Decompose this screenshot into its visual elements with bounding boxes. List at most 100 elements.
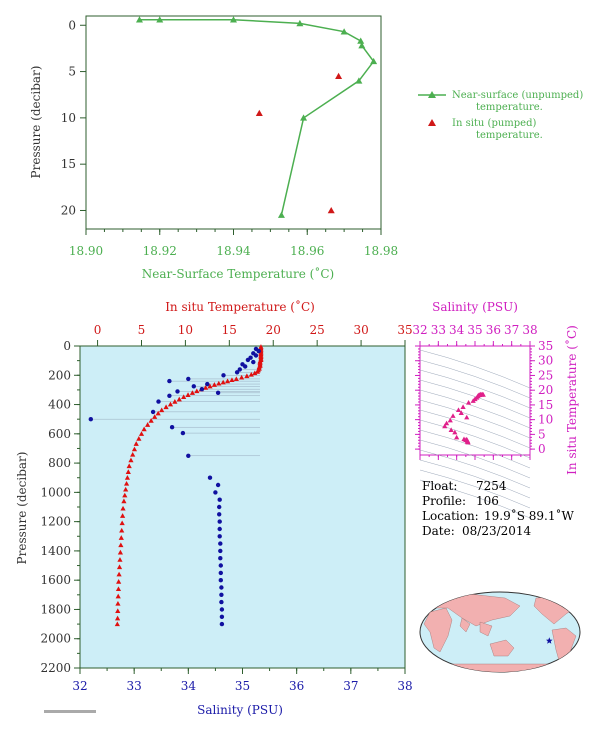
temperature-point bbox=[117, 557, 123, 562]
temperature-point bbox=[229, 377, 235, 383]
near-surface-point bbox=[156, 16, 164, 23]
temperature-point bbox=[121, 498, 127, 504]
temperature-point bbox=[167, 401, 174, 407]
temperature-point bbox=[181, 394, 187, 400]
ts-point bbox=[450, 413, 456, 418]
salinity-point bbox=[256, 348, 261, 354]
main-temp-tick-label: 20 bbox=[266, 323, 281, 337]
temperature-point bbox=[224, 378, 231, 384]
temperature-point bbox=[120, 513, 126, 518]
salinity-point bbox=[186, 376, 191, 382]
temperature-point bbox=[117, 549, 124, 555]
ts-y-tick-label: 30 bbox=[538, 354, 553, 368]
ts-y-tick-label: 35 bbox=[538, 339, 553, 353]
near-surface-point bbox=[358, 42, 366, 49]
temperature-point bbox=[203, 385, 209, 390]
ts-point bbox=[447, 417, 453, 423]
salinity-point bbox=[205, 381, 210, 387]
main-temperature-label: In situ Temperature (˚C) bbox=[165, 299, 315, 314]
legend-text-near-surface-1: Near-surface (unpumped) bbox=[452, 90, 583, 101]
salinity-point bbox=[219, 607, 225, 612]
salinity-point bbox=[243, 364, 248, 369]
main-sal-tick-label: 37 bbox=[343, 679, 358, 693]
legend-marker-in-situ bbox=[428, 119, 436, 126]
top-chart: 18.90 18.92 18.94 18.96 18.98 0 5 10 15 20 Near-… bbox=[29, 15, 583, 281]
map-land-australia bbox=[489, 639, 515, 657]
main-sal-tick-label: 33 bbox=[127, 679, 142, 693]
float-info: Float: 7254 Profile: 106 Location: 19.9˚… bbox=[422, 479, 574, 538]
salinity-point bbox=[219, 614, 225, 619]
main-y-tick-label: 600 bbox=[48, 427, 71, 441]
ts-density-line bbox=[419, 449, 531, 489]
ts-point bbox=[460, 404, 466, 410]
top-y-tick-label: 10 bbox=[61, 111, 76, 125]
main-temp-tick-label: 5 bbox=[138, 323, 146, 337]
near-surface-point bbox=[300, 114, 308, 121]
ts-point bbox=[448, 427, 454, 433]
temperature-point bbox=[136, 436, 142, 441]
legend-text-in-situ-2: temperature. bbox=[476, 130, 543, 141]
salinity-point bbox=[217, 534, 222, 539]
near-surface-point bbox=[355, 77, 363, 84]
top-y-tick-label: 5 bbox=[68, 65, 76, 79]
near-surface-point bbox=[230, 16, 237, 23]
ts-point bbox=[442, 423, 448, 429]
ts-point bbox=[470, 398, 476, 403]
ts-density-line bbox=[419, 479, 531, 519]
map-float-marker bbox=[546, 637, 553, 644]
salinity-point bbox=[221, 373, 226, 378]
salinity-point bbox=[217, 519, 222, 524]
info-float-label: Float: bbox=[422, 479, 457, 493]
near-surface-point bbox=[135, 16, 143, 23]
temperature-point bbox=[148, 418, 154, 423]
map-land-eurasia bbox=[429, 593, 521, 627]
legend-marker-near-surface bbox=[428, 91, 436, 98]
salinity-point bbox=[217, 512, 222, 517]
salinity-point bbox=[191, 384, 196, 389]
temperature-point bbox=[116, 564, 123, 570]
salinity-point bbox=[234, 370, 240, 375]
top-y-axis: 0 5 10 15 20 bbox=[61, 18, 86, 217]
temperature-point bbox=[124, 475, 131, 480]
ts-salinity-axis: 32 33 34 35 36 37 38 bbox=[412, 323, 538, 460]
temperature-point bbox=[123, 480, 130, 486]
main-y-tick-label: 1200 bbox=[40, 515, 71, 529]
salinity-point bbox=[186, 453, 191, 458]
ts-density-line bbox=[419, 389, 531, 429]
temperature-point bbox=[116, 579, 122, 584]
salinity-point bbox=[218, 541, 223, 546]
info-profile-label: Profile: bbox=[422, 494, 466, 508]
main-temperature-series bbox=[114, 344, 264, 627]
top-x-tick-label: 18.90 bbox=[69, 244, 103, 258]
main-salinity-label: Salinity (PSU) bbox=[197, 703, 283, 717]
ts-salinity-label: Salinity (PSU) bbox=[432, 300, 518, 314]
temperature-point bbox=[216, 380, 222, 386]
salinity-point bbox=[218, 563, 223, 568]
near-surface-point bbox=[277, 211, 285, 218]
main-chart: 0 5 10 15 20 25 30 35 32 33 34 35 36 37 38 0 200 400 600… bbox=[15, 299, 413, 717]
temperature-point bbox=[118, 535, 124, 540]
main-sal-tick-label: 36 bbox=[289, 679, 304, 693]
top-x-label: Near-Surface Temperature (˚C) bbox=[142, 266, 334, 281]
temperature-point bbox=[125, 469, 131, 474]
main-temperature-axis: 0 5 10 15 20 25 30 35 bbox=[94, 323, 413, 346]
temperature-point bbox=[118, 542, 124, 548]
salinity-point bbox=[219, 621, 225, 627]
salinity-point bbox=[237, 367, 242, 372]
temperature-point bbox=[185, 392, 191, 397]
salinity-point bbox=[88, 417, 94, 422]
top-legend: Near-surface (unpumped) temperature. In … bbox=[418, 90, 583, 141]
ts-y-tick-label: 25 bbox=[538, 368, 553, 382]
temperature-point bbox=[189, 390, 196, 395]
top-x-tick-label: 18.96 bbox=[290, 244, 324, 258]
top-y-label: Pressure (decibar) bbox=[29, 66, 43, 179]
main-temp-tick-label: 25 bbox=[310, 323, 325, 337]
ts-density-line bbox=[419, 399, 531, 439]
temperature-point bbox=[172, 399, 178, 404]
near-surface-point bbox=[296, 19, 304, 27]
salinity-point bbox=[217, 504, 222, 510]
temperature-point bbox=[130, 452, 136, 457]
float-location-star bbox=[546, 637, 553, 644]
temperature-point bbox=[115, 601, 121, 606]
temperature-point bbox=[163, 404, 169, 410]
